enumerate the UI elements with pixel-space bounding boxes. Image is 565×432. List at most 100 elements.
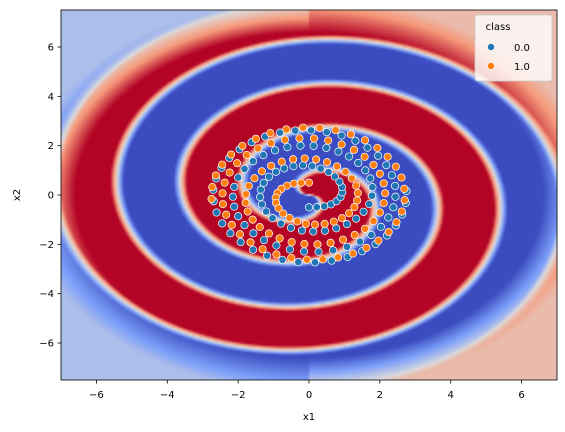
point-class-1.0-27 <box>300 154 309 163</box>
point-class-0.0-95 <box>294 258 303 267</box>
point-class-0.0-93 <box>263 251 272 260</box>
point-class-1.0-103 <box>211 171 220 180</box>
point-class-1.0-61 <box>280 135 289 144</box>
point-class-1.0-13 <box>310 220 320 229</box>
point-class-1.0-10 <box>285 213 294 222</box>
point-class-0.0-88 <box>212 208 221 217</box>
point-class-0.0-79 <box>275 128 285 137</box>
point-class-0.0-11 <box>316 164 325 173</box>
x-tick-label: −4 <box>160 390 175 401</box>
point-class-0.0-10 <box>324 168 333 177</box>
point-class-0.0-23 <box>268 214 277 223</box>
point-class-0.0-14 <box>289 162 298 171</box>
point-class-1.0-18 <box>350 203 359 212</box>
legend-label-class-1: 1.0 <box>514 62 530 73</box>
x-axis-ticks: −6 −4 −2 0 2 4 6 <box>89 380 525 401</box>
point-class-0.0-94 <box>278 255 287 264</box>
point-class-0.0-0 <box>304 203 314 212</box>
point-class-1.0-15 <box>329 217 338 226</box>
point-class-0.0-59 <box>299 247 309 256</box>
point-class-1.0-26 <box>312 155 321 164</box>
point-class-1.0-91 <box>373 143 382 152</box>
point-class-1.0-14 <box>320 219 329 228</box>
point-class-1.0-63 <box>253 144 263 153</box>
point-class-1.0-44 <box>326 238 335 247</box>
point-class-0.0-33 <box>365 200 374 209</box>
point-class-0.0-60 <box>314 247 323 256</box>
y-tick-label: −4 <box>39 289 54 300</box>
point-class-1.0-39 <box>264 229 274 238</box>
point-class-1.0-12 <box>301 219 310 228</box>
point-class-0.0-34 <box>368 191 377 200</box>
point-class-1.0-23 <box>341 167 350 176</box>
point-class-0.0-71 <box>382 161 391 170</box>
point-class-0.0-29 <box>332 224 341 233</box>
x-tick-label: 6 <box>518 390 524 401</box>
point-class-0.0-19 <box>256 185 265 194</box>
point-class-1.0-102 <box>218 160 227 169</box>
legend-marker-class-0 <box>487 43 495 51</box>
point-class-1.0-58 <box>324 136 333 145</box>
point-class-1.0-37 <box>248 215 257 224</box>
point-class-1.0-100 <box>238 141 247 150</box>
point-class-0.0-57 <box>272 241 281 250</box>
point-class-0.0-55 <box>249 229 258 238</box>
x-tick-label: 2 <box>377 390 383 401</box>
point-class-1.0-31 <box>257 167 266 176</box>
point-class-1.0-2 <box>289 179 298 188</box>
x-tick-label: −2 <box>231 390 246 401</box>
point-class-1.0-36 <box>243 207 252 216</box>
scatter-points <box>207 123 411 267</box>
point-class-0.0-92 <box>248 245 258 254</box>
y-tick-label: −2 <box>39 240 54 251</box>
point-class-0.0-36 <box>366 174 375 183</box>
point-class-0.0-31 <box>352 214 361 223</box>
point-class-0.0-75 <box>337 131 346 140</box>
y-axis-label: x2 <box>12 189 23 201</box>
point-class-0.0-8 <box>335 177 344 186</box>
point-class-1.0-0 <box>304 178 314 187</box>
point-class-0.0-53 <box>234 212 243 221</box>
legend-marker-class-1 <box>487 62 495 70</box>
point-class-1.0-94 <box>331 126 340 135</box>
point-class-0.0-77 <box>307 126 316 135</box>
point-class-1.0-45 <box>338 235 348 244</box>
point-class-1.0-69 <box>218 200 227 209</box>
point-class-0.0-28 <box>320 226 329 235</box>
point-class-1.0-22 <box>347 174 356 183</box>
point-class-0.0-67 <box>389 203 398 212</box>
point-class-0.0-91 <box>236 238 245 247</box>
point-class-1.0-60 <box>295 134 304 143</box>
point-class-0.0-35 <box>368 183 377 192</box>
point-class-1.0-16 <box>337 214 347 223</box>
legend-label-class-0: 0.0 <box>514 43 530 54</box>
point-class-1.0-82 <box>374 236 383 245</box>
point-class-1.0-43 <box>313 240 322 249</box>
point-class-0.0-46 <box>259 150 268 160</box>
point-class-0.0-43 <box>296 141 305 150</box>
point-class-0.0-76 <box>322 128 331 137</box>
point-class-1.0-80 <box>348 249 357 258</box>
point-class-1.0-86 <box>400 196 409 205</box>
point-class-1.0-76 <box>287 253 296 262</box>
point-class-1.0-53 <box>375 169 384 178</box>
point-class-1.0-68 <box>218 189 227 198</box>
point-class-1.0-25 <box>323 158 332 167</box>
point-class-0.0-73 <box>363 143 372 152</box>
decision-region-image <box>61 10 557 380</box>
point-class-1.0-87 <box>400 184 409 193</box>
point-class-0.0-15 <box>280 164 289 173</box>
point-class-0.0-56 <box>259 236 269 245</box>
point-class-1.0-77 <box>302 255 311 264</box>
point-class-1.0-62 <box>267 139 276 148</box>
point-class-0.0-96 <box>310 258 320 267</box>
point-class-0.0-44 <box>283 143 292 152</box>
point-class-1.0-50 <box>379 199 388 208</box>
point-class-0.0-50 <box>230 182 239 191</box>
x-tick-label: 4 <box>448 390 454 401</box>
point-class-1.0-51 <box>381 189 390 198</box>
point-class-1.0-83 <box>384 227 393 237</box>
point-class-0.0-18 <box>259 178 268 187</box>
point-class-1.0-85 <box>397 207 406 216</box>
point-class-0.0-2 <box>320 202 329 211</box>
